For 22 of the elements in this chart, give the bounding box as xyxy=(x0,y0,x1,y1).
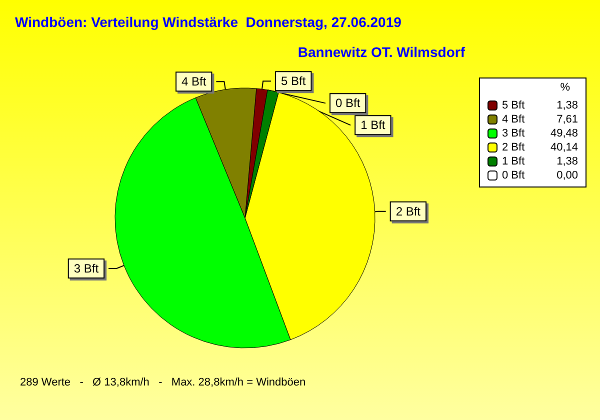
slice-label: 3 Bft xyxy=(74,261,100,276)
legend-label: 5 Bft xyxy=(502,100,525,112)
data-label: 1,38 xyxy=(556,156,578,168)
legend-label: 3 Bft xyxy=(502,128,525,140)
chart-subtitle: Bannewitz OT. Wilmsdorf xyxy=(298,44,466,60)
category-label: 0 Bft xyxy=(502,170,525,182)
text: 0,00 xyxy=(556,170,578,182)
data-label: 40,14 xyxy=(550,142,578,154)
slice-label: 5 Bft xyxy=(281,74,306,88)
data-label: 49,48 xyxy=(550,128,578,140)
slice-label: 2 Bft xyxy=(396,204,422,218)
legend-label: 0 Bft xyxy=(336,96,361,110)
legend-label: 2 Bft xyxy=(502,142,525,154)
chart-title: Windböen: Verteilung Windstärke Donnerstag, 27.06.2019 xyxy=(15,14,402,30)
legend-label: 1 Bft xyxy=(502,156,525,168)
data-label: 7,61 xyxy=(556,114,578,126)
legend-title: % xyxy=(560,82,570,94)
slice-label: 1 Bft xyxy=(360,118,386,132)
data-label: 1,38 xyxy=(556,100,578,112)
legend-label: 4 Bft xyxy=(502,114,525,126)
slice-label: 4 Bft xyxy=(182,74,207,89)
text: 289 Werte - Ø 13,8km/h - Max. 28,8km/h = Windböen xyxy=(20,376,306,388)
